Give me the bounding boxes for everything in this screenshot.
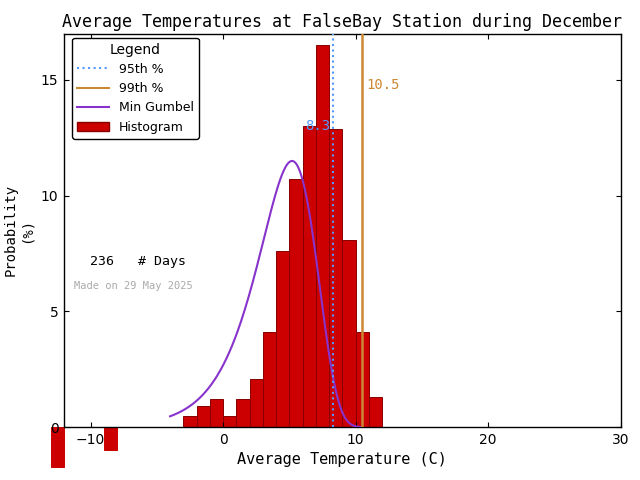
Text: 8.3: 8.3 [305, 119, 330, 133]
Bar [303, 126, 316, 427]
Bar [329, 129, 342, 427]
Bar [210, 399, 223, 427]
Bar [104, 427, 117, 450]
Legend: 95th %, 99th %, Min Gumbel, Histogram: 95th %, 99th %, Min Gumbel, Histogram [72, 37, 198, 139]
X-axis label: Average Temperature (C): Average Temperature (C) [237, 452, 447, 468]
Bar [196, 407, 210, 427]
Title: Average Temperatures at FalseBay Station during December: Average Temperatures at FalseBay Station… [62, 12, 622, 31]
Y-axis label: Probability
(%): Probability (%) [4, 184, 34, 276]
Bar [356, 332, 369, 427]
Text: Made on 29 May 2025: Made on 29 May 2025 [74, 280, 193, 290]
Bar [263, 332, 276, 427]
Text: 236   # Days: 236 # Days [74, 255, 186, 268]
Bar [236, 399, 250, 427]
Bar [183, 416, 196, 427]
Bar [289, 180, 303, 427]
Bar [276, 251, 289, 427]
Bar [342, 240, 356, 427]
Bar [369, 397, 382, 427]
Bar [316, 45, 329, 427]
Bar [51, 427, 64, 467]
Text: 10.5: 10.5 [366, 78, 400, 92]
Bar [250, 379, 263, 427]
Bar [223, 416, 236, 427]
